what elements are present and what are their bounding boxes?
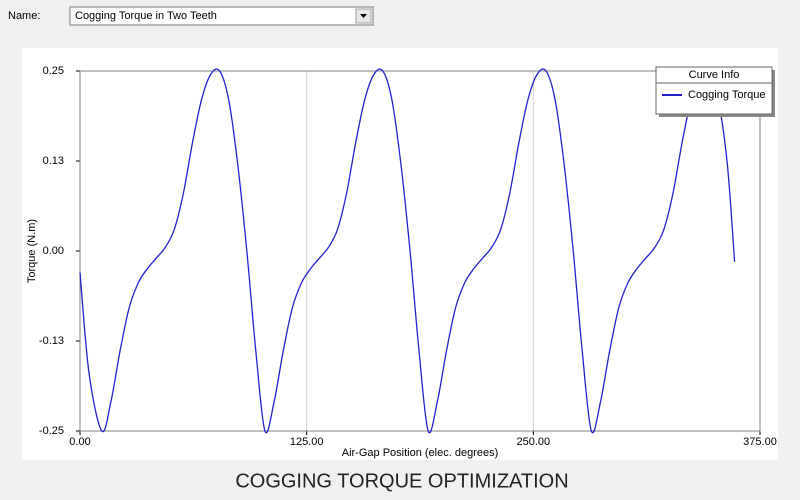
chart-panel <box>22 48 778 460</box>
dropdown[interactable]: Cogging Torque in Two Teeth <box>69 6 374 26</box>
caption: COGGING TORQUE OPTIMIZATION <box>235 470 568 492</box>
dropdown-value[interactable]: Cogging Torque in Two Teeth <box>75 10 217 22</box>
legend-box <box>655 66 773 115</box>
x-axis-title: Air-Gap Position (elec. degrees) <box>342 447 499 459</box>
y-tick-label: 0.25 <box>43 65 64 77</box>
data-line <box>79 68 736 434</box>
legend-title: Curve Info <box>689 69 740 81</box>
dropdown-box[interactable] <box>69 6 374 26</box>
legend-label: Cogging Torque <box>688 89 765 101</box>
x-tick-label: 250.00 <box>517 436 551 448</box>
x-tick-label: 125.00 <box>290 436 324 448</box>
y-tick-label: -0.13 <box>39 335 64 347</box>
plot: 0.00 125.00 250.00 375.00 -0.25 -0.13 0.00 0.13… <box>26 65 777 459</box>
y-tick-label: 0.00 <box>43 245 64 257</box>
x-tick-label: 375.00 <box>743 436 777 448</box>
dropdown-arrow[interactable] <box>360 14 367 18</box>
y-tick-label: -0.25 <box>39 425 64 437</box>
y-tick-label: 0.13 <box>43 155 64 167</box>
y-axis-title: Torque (N.m) <box>26 219 38 283</box>
name-label: Name: <box>8 10 40 22</box>
plot-frame <box>79 70 761 432</box>
x-tick-label: 0.00 <box>69 436 90 448</box>
legend: Curve Info Cogging Torque <box>655 66 775 117</box>
